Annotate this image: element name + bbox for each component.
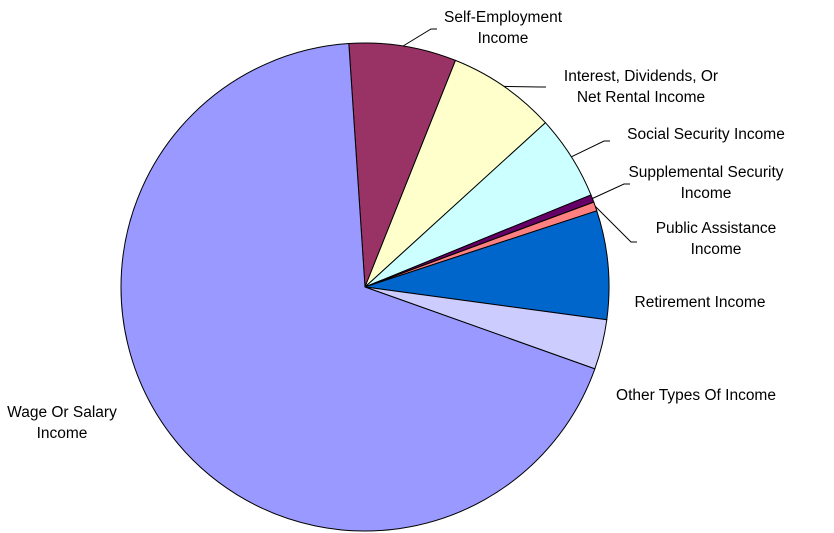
slice-label-line: Social Security Income [627, 126, 785, 143]
slice-label-public-assistance-income: Public Assistance Income [656, 220, 777, 258]
slice-label-line: Self-Employment [444, 9, 563, 26]
pie-slice-self-employment-income [348, 42, 456, 288]
slice-label-supplemental-security-income: Supplemental Security Income [628, 164, 783, 202]
leader-line-interest-dividends-or-net-rental-income [503, 85, 546, 88]
slice-label-line: Income [478, 30, 529, 47]
leader-line-self-employment-income [402, 28, 437, 47]
slice-label-line: Income [37, 425, 88, 442]
pie-slice-interest-dividends-or-net-rental-income [364, 59, 546, 288]
slice-label-wage-or-salary-income: Wage Or Salary Income [7, 404, 117, 442]
slice-label-line: Supplemental Security [628, 164, 783, 181]
slice-label-line: Income [691, 241, 742, 258]
pie-slices [120, 42, 610, 532]
leader-line-social-security-income [571, 140, 610, 158]
slice-label-line: Retirement Income [635, 294, 766, 311]
slice-label-line: Other Types Of Income [616, 387, 776, 404]
leader-line-public-assistance-income [594, 206, 637, 243]
pie-slice-retirement-income [364, 210, 610, 321]
slice-label-other-types-of-income: Other Types Of Income [616, 387, 776, 404]
slice-label-line: Net Rental Income [577, 89, 705, 106]
pie-labels: Self-Employment Income Interest, Dividends… [7, 9, 785, 442]
slice-label-self-employment-income: Self-Employment Income [444, 9, 563, 47]
slice-label-retirement-income: Retirement Income [635, 294, 766, 311]
slice-label-line: Wage Or Salary [7, 404, 117, 421]
pie-leader-lines [402, 28, 637, 243]
pie-slice-wage-or-salary-income [120, 43, 596, 532]
slice-label-line: Interest, Dividends, Or [564, 68, 718, 85]
slice-label-line: Public Assistance [656, 220, 777, 237]
slice-label-social-security-income: Social Security Income [627, 126, 785, 143]
slice-label-line: Income [681, 185, 732, 202]
slice-label-interest-dividends-or-net-rental-income: Interest, Dividends, Or Net Rental Income [564, 68, 718, 106]
leader-line-supplemental-security-income [592, 183, 630, 199]
